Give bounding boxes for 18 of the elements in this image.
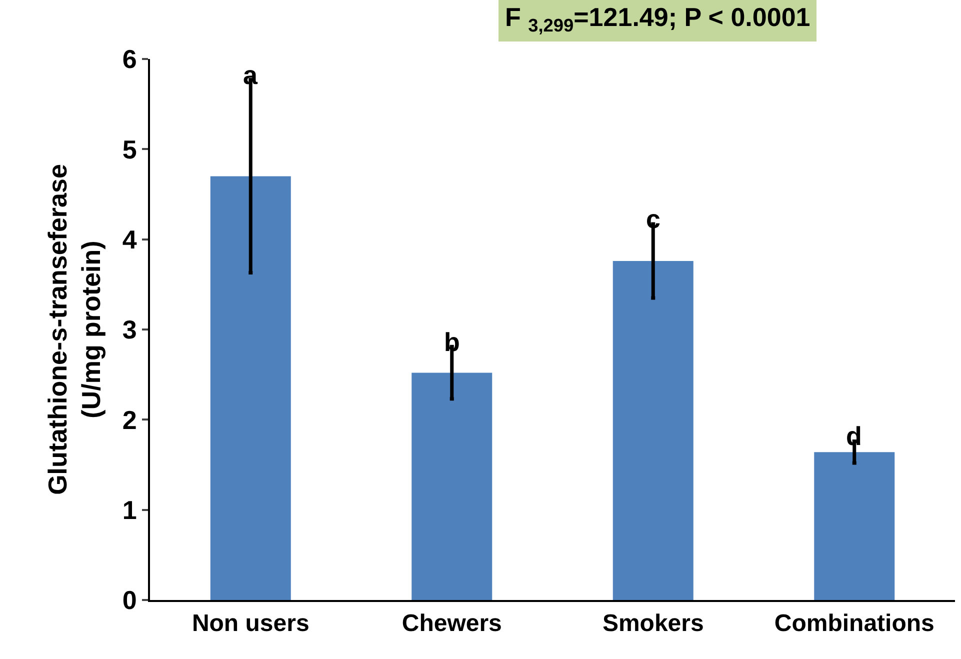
bar — [210, 176, 291, 600]
x-tick-label: Combinations — [774, 610, 934, 637]
y-tick-label: 1 — [122, 494, 137, 525]
y-tick-label: 4 — [122, 224, 138, 254]
bar — [412, 372, 492, 600]
y-tick-label: 3 — [122, 314, 137, 345]
y-tick-label: 6 — [122, 44, 137, 74]
x-tick-label: Chewers — [402, 610, 502, 637]
y-axis-title: Glutathione-s-transeferase (U/mg protein) — [42, 164, 106, 495]
y-tick-label: 2 — [122, 404, 137, 435]
x-tick-label: Smokers — [602, 610, 704, 637]
bar — [814, 452, 895, 600]
text: F $_{3,299}$=121.49; P < 0.0001 — [505, 2, 810, 36]
bar — [612, 260, 694, 600]
annotation: b — [444, 327, 460, 357]
y-tick-label: 0 — [122, 585, 137, 616]
x-tick-label: Non users — [192, 610, 310, 637]
y-tick-label: 5 — [122, 134, 137, 164]
